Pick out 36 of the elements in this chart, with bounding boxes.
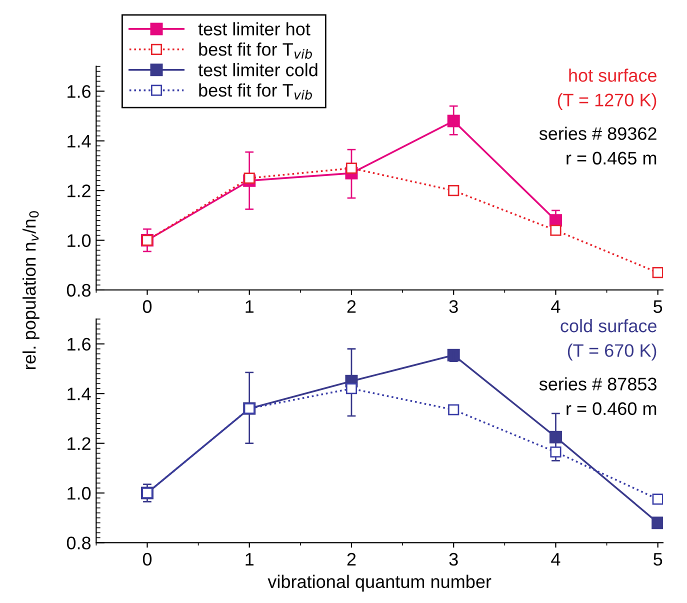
legend-label: best fit for T$_{vib}$ [199, 83, 312, 100]
x-tick-label: 1 [246, 300, 254, 313]
x-tick-label: 3 [449, 300, 458, 313]
y-tick-label: 1.6 [68, 338, 91, 351]
x-tick-label: 2 [347, 552, 356, 566]
y-tick-label: 1.0 [68, 486, 91, 500]
x-tick-label: 3 [449, 552, 458, 566]
x-tick-label: 4 [551, 300, 560, 313]
annotation: (T = 670 K) [568, 344, 656, 360]
y-tick-label: 0.8 [66, 536, 91, 550]
x-tick-label: 0 [142, 300, 152, 313]
y-tick-label: 1.2 [68, 437, 90, 450]
y-tick-label: 1.4 [68, 135, 91, 148]
y-tick-label: 0.8 [66, 284, 91, 297]
y-tick-label: 1.0 [68, 234, 91, 247]
annotation: r = 0.460 m [566, 402, 656, 416]
x-tick-label: 4 [551, 553, 560, 566]
y-axis-title: rel. population n$_{v}$/n$_{0}$ [22, 211, 40, 370]
y-tick-label: 1.4 [68, 388, 91, 400]
legend-label: test limiter cold [198, 63, 318, 76]
y-tick-label: 1.6 [68, 85, 91, 98]
x-axis-title: vibrational quantum number [268, 574, 492, 592]
x-tick-label: 2 [347, 300, 356, 313]
x-tick-label: 5 [654, 300, 662, 313]
x-tick-label: 5 [654, 553, 662, 566]
annotation: cold surface [560, 319, 656, 332]
annotation: r = 0.465 m [566, 152, 656, 165]
legend-label: best fit for T$_{vib}$ [199, 42, 312, 59]
x-tick-label: 1 [246, 553, 254, 566]
annotation: series # 87853 [539, 377, 657, 390]
annotation: hot surface [569, 68, 656, 82]
y-tick-label: 1.2 [68, 184, 90, 198]
legend-label: test limiter hot [198, 22, 310, 36]
annotation: (T = 1270 K) [558, 93, 656, 110]
x-tick-label: 0 [142, 552, 152, 566]
annotation: series # 89362 [539, 126, 656, 140]
